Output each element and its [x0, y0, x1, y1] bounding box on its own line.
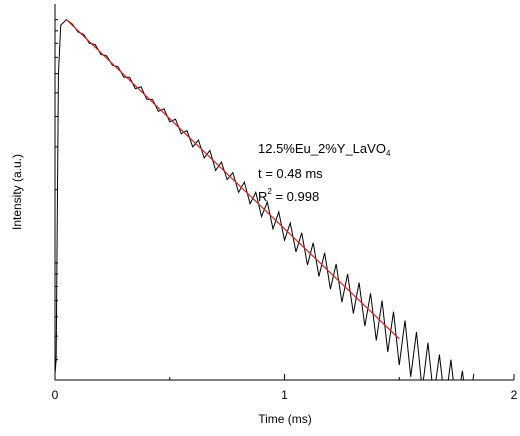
x-tick-label: 0 [52, 388, 59, 402]
annotation-sup: 2 [267, 187, 272, 196]
annotation-rest: = 0.998 [272, 189, 319, 204]
annotation-text: R [258, 189, 267, 204]
annotation-text: 12.5%Eu_2%Y_LaVO [258, 141, 386, 156]
x-tick-label: 2 [511, 388, 518, 402]
annotation: t = 0.48 ms [258, 166, 323, 181]
annotation-text: t = 0.48 ms [258, 166, 323, 181]
plot-area [55, 19, 475, 380]
series-line [66, 19, 400, 340]
annotation: R2 = 0.998 [258, 187, 319, 204]
annotation-sub: 4 [386, 149, 391, 158]
x-axis-title: Time (ms) [258, 412, 312, 426]
annotation: 12.5%Eu_2%Y_LaVO4 [258, 141, 391, 158]
y-axis-title: Intensity (a.u.) [10, 154, 24, 230]
series-line [55, 19, 475, 380]
x-tick-label: 1 [281, 388, 288, 402]
